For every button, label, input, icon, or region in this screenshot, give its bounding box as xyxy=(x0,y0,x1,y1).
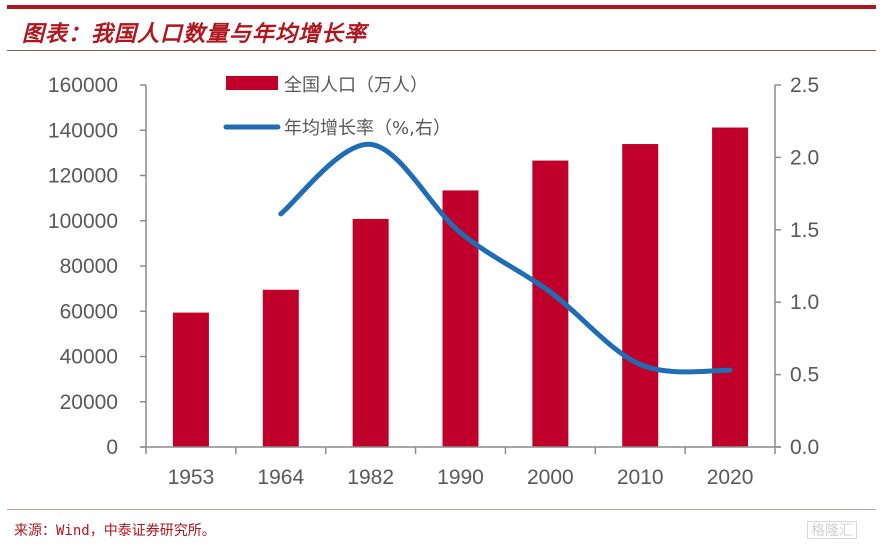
x-tick-label: 1953 xyxy=(168,466,215,489)
legend-swatch-bar xyxy=(226,76,278,90)
watermark-logo: 格隆汇 xyxy=(807,521,857,539)
legend-label-line: 年均增长率（%,右） xyxy=(284,118,451,139)
left-tick-label: 80000 xyxy=(60,255,118,278)
bars-group xyxy=(172,127,749,447)
left-tick-label: 140000 xyxy=(48,119,118,142)
left-tick-label: 0 xyxy=(106,436,118,459)
right-tick-label: 1.5 xyxy=(790,219,819,242)
x-tick-label: 1990 xyxy=(437,466,484,489)
chart-title: 图表：我国人口数量与年均增长率 xyxy=(22,21,368,47)
bar-1982 xyxy=(352,218,389,447)
legend: 全国人口（万人） 年均增长率（%,右） xyxy=(223,75,451,139)
source-note: 来源：Wind，中泰证券研究所。 xyxy=(14,523,216,539)
top-rule xyxy=(7,5,876,9)
bar-1953 xyxy=(172,312,209,447)
right-tick-label: 0.5 xyxy=(790,364,819,387)
right-tick-label: 2.0 xyxy=(790,146,819,169)
left-tick-label: 100000 xyxy=(48,210,118,233)
x-tick-label: 1964 xyxy=(257,466,304,489)
right-tick-label: 2.5 xyxy=(790,74,819,97)
right-tick-label: 1.0 xyxy=(790,291,819,314)
left-tick-label: 60000 xyxy=(60,300,118,323)
left-tick-label: 160000 xyxy=(48,74,118,97)
bar-2010 xyxy=(622,144,659,447)
axes-group: 0 20000 40000 60000 80000 100000 120000 140000 1… xyxy=(48,74,819,489)
left-tick-label: 40000 xyxy=(60,346,118,369)
title-divider xyxy=(7,50,876,51)
legend-label-bar: 全国人口（万人） xyxy=(284,75,428,96)
bar-1964 xyxy=(262,289,299,447)
x-tick-label: 2010 xyxy=(617,466,664,489)
left-tick-label: 20000 xyxy=(60,391,118,414)
x-tick-label: 1982 xyxy=(347,466,394,489)
x-tick-label: 2000 xyxy=(527,466,574,489)
growth-rate-line xyxy=(278,141,733,375)
footer-divider xyxy=(7,509,876,510)
x-tick-label: 2020 xyxy=(707,466,754,489)
right-tick-label: 0.0 xyxy=(790,436,819,459)
line-group xyxy=(278,141,733,375)
bar-1990 xyxy=(442,190,479,447)
left-tick-label: 120000 xyxy=(48,165,118,188)
bar-2020 xyxy=(712,127,749,447)
